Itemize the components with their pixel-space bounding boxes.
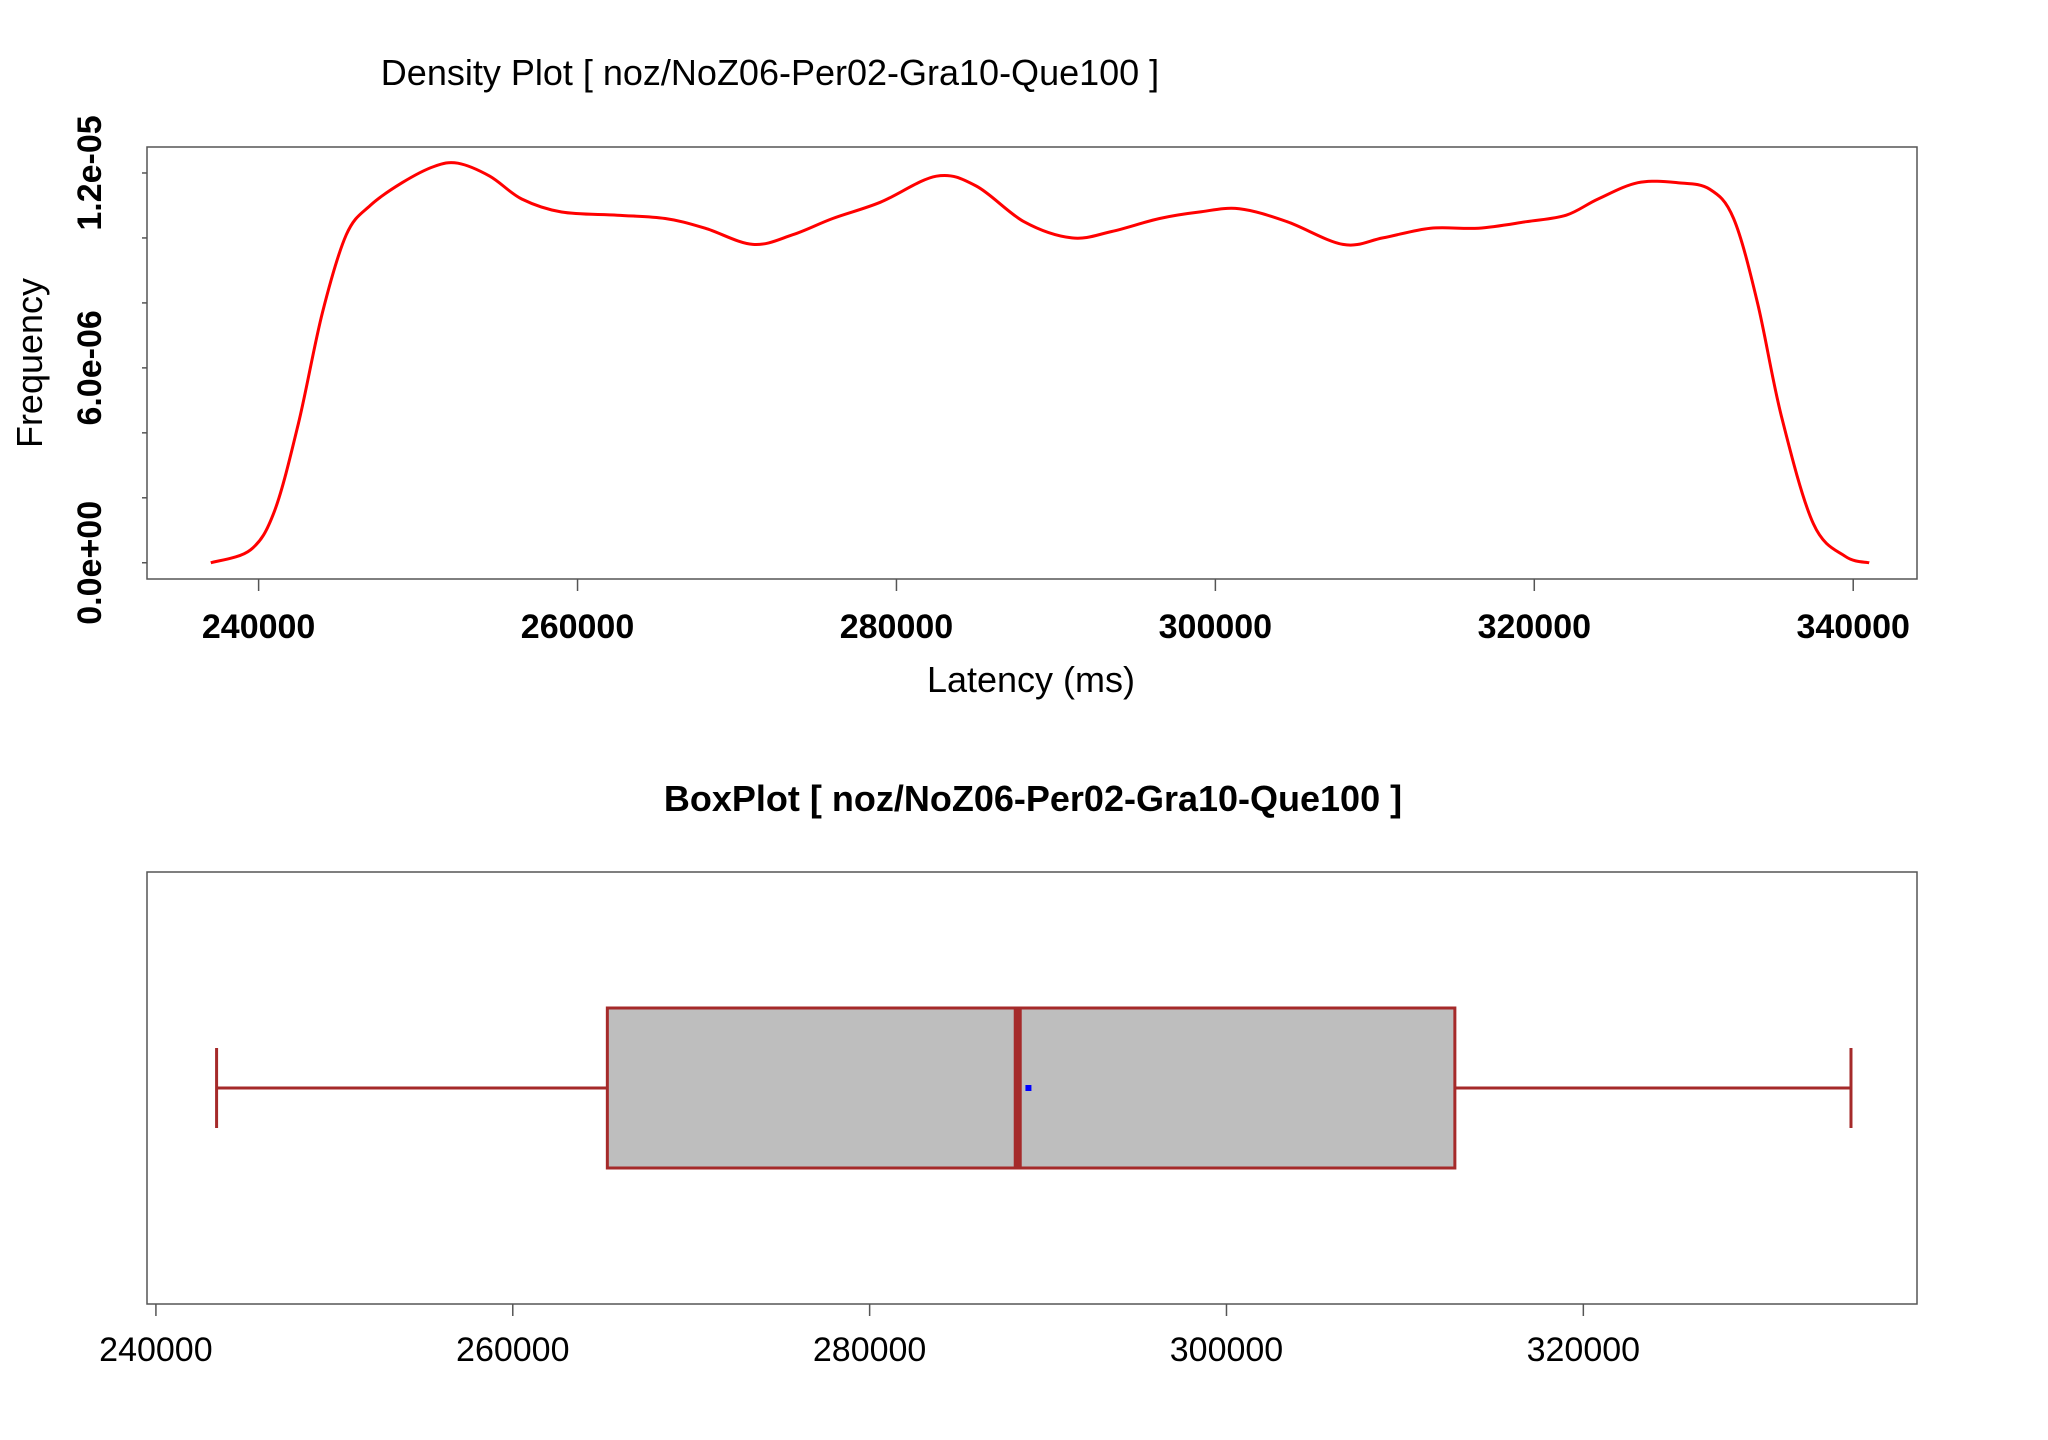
density-x-tick-label: 300000	[1159, 608, 1272, 646]
density-y-axis: 0.0e+00 6.0e-06 1.2e-05	[71, 115, 147, 625]
density-y-tick-label: 0.0e+00	[71, 501, 109, 625]
density-x-tick-label: 280000	[840, 608, 953, 646]
density-x-tick-label: 240000	[202, 608, 315, 646]
box-plot-frame	[146, 871, 1918, 1305]
density-x-tick-label: 260000	[521, 608, 634, 646]
density-title: Density Plot [ noz/NoZ06-Per02-Gra10-Que…	[381, 52, 1159, 93]
box-x-axis: 240000 260000 280000 300000 320000	[99, 1304, 1640, 1369]
density-plot-frame	[146, 146, 1918, 580]
density-curve	[210, 161, 1870, 565]
box-plot: BoxPlot [ noz/NoZ06-Per02-Gra10-Que100 ]…	[99, 778, 1918, 1369]
box-x-tick-label: 300000	[1170, 1331, 1283, 1369]
density-x-axis-label: Latency (ms)	[927, 659, 1135, 700]
density-x-tick-label: 320000	[1478, 608, 1591, 646]
box-glyph	[215, 1006, 1853, 1170]
box-x-tick-label: 280000	[813, 1331, 926, 1369]
density-y-tick-label: 6.0e-06	[71, 310, 109, 425]
density-x-tick-label: 340000	[1796, 608, 1909, 646]
density-x-axis: 240000 260000 280000 300000 320000 340000	[202, 579, 1910, 646]
density-plot: Density Plot [ noz/NoZ06-Per02-Gra10-Que…	[9, 52, 1918, 700]
density-y-tick-label: 1.2e-05	[71, 115, 109, 230]
box-x-tick-label: 240000	[99, 1331, 212, 1369]
box-title: BoxPlot [ noz/NoZ06-Per02-Gra10-Que100 ]	[664, 778, 1402, 819]
box-x-tick-label: 260000	[456, 1331, 569, 1369]
mean-marker	[1025, 1085, 1032, 1091]
density-y-axis-label: Frequency	[9, 278, 50, 448]
box-x-tick-label: 320000	[1527, 1331, 1640, 1369]
